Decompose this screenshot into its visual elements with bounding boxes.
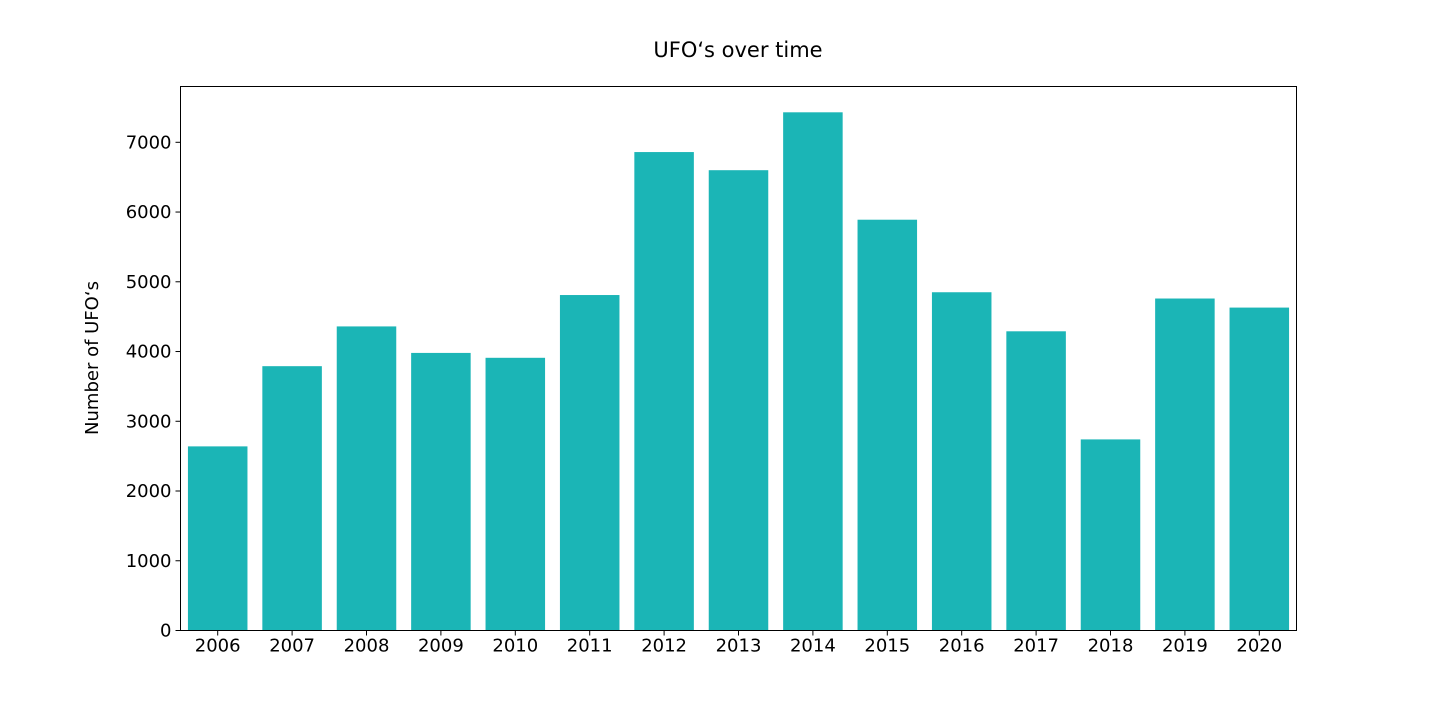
bar-2014 [783, 112, 843, 631]
bar-2009 [411, 352, 471, 631]
x-tick-label: 2010 [492, 636, 538, 657]
bar-2015 [857, 219, 918, 631]
x-tick-label: 2015 [864, 636, 910, 657]
bar-2017 [1006, 331, 1066, 631]
y-tick-label: 3000 [126, 411, 172, 432]
y-tick-label: 6000 [126, 202, 172, 223]
bar-2012 [634, 152, 694, 631]
x-tick-label: 2011 [567, 636, 613, 657]
bar-2006 [187, 446, 248, 631]
x-tick-label: 2007 [269, 636, 315, 657]
x-tick-label: 2008 [344, 636, 390, 657]
x-tick-label: 2016 [939, 636, 985, 657]
y-tick-label: 4000 [126, 342, 172, 363]
bar-2013 [708, 170, 769, 631]
bar-2020 [1229, 307, 1290, 631]
bar-2016 [931, 292, 992, 631]
chart-title: UFO‘s over time [653, 38, 822, 62]
bar-2019 [1155, 298, 1215, 631]
bar-2010 [485, 357, 546, 631]
x-tick-label: 2012 [641, 636, 687, 657]
y-tick-label: 1000 [126, 551, 172, 572]
x-tick-label: 2017 [1013, 636, 1059, 657]
bar-2008 [336, 326, 397, 631]
x-axis-ticks: 2006 2007 2008 2009 2010 2011 2012 2013 2014 2015… [195, 630, 1282, 657]
y-axis-ticks: 0 1000 2000 3000 4000 5000 6000 7000 [126, 132, 181, 642]
bar-2018 [1080, 439, 1141, 631]
bar-2011 [559, 295, 620, 631]
y-axis-title: Number of UFO‘s [82, 281, 103, 435]
x-tick-label: 2018 [1088, 636, 1134, 657]
x-tick-label: 2020 [1236, 636, 1282, 657]
x-tick-label: 2009 [418, 636, 464, 657]
x-tick-label: 2014 [790, 636, 836, 657]
bar-2007 [262, 366, 322, 631]
y-tick-label: 0 [160, 621, 171, 642]
bars-group [187, 112, 1290, 631]
y-tick-label: 5000 [126, 272, 172, 293]
y-tick-label: 7000 [126, 132, 172, 153]
plot-frame [180, 86, 1297, 631]
x-tick-label: 2019 [1162, 636, 1208, 657]
x-tick-label: 2013 [716, 636, 762, 657]
x-tick-label: 2006 [195, 636, 241, 657]
y-tick-label: 2000 [126, 481, 172, 502]
